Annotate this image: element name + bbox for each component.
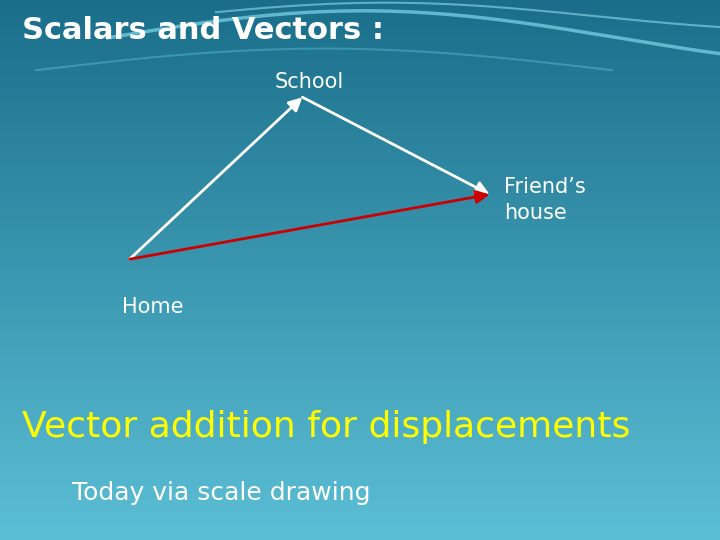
Text: Scalars and Vectors :: Scalars and Vectors : bbox=[22, 16, 384, 45]
Text: Today via scale drawing: Today via scale drawing bbox=[72, 481, 371, 504]
Text: Vector addition for displacements: Vector addition for displacements bbox=[22, 410, 630, 444]
Text: Home: Home bbox=[122, 297, 184, 317]
Text: Friend’s
house: Friend’s house bbox=[504, 177, 586, 223]
Text: School: School bbox=[275, 72, 344, 92]
